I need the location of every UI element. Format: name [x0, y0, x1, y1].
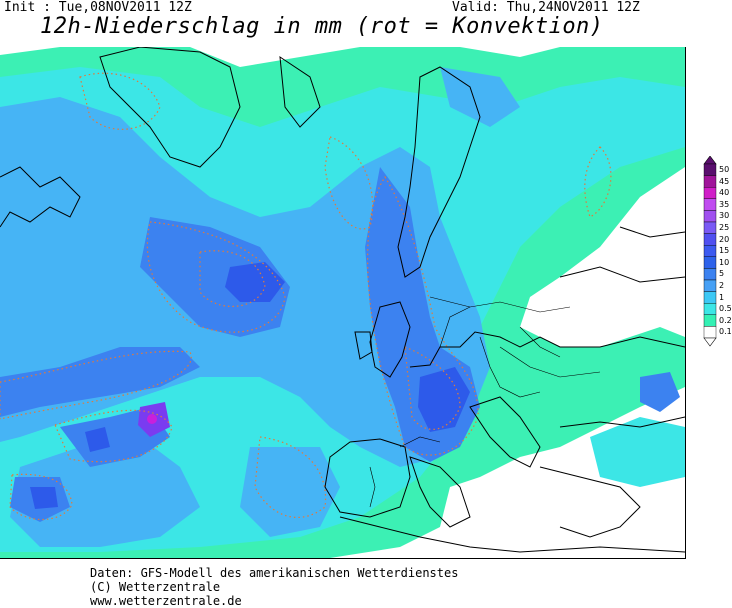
precip-field-purple [147, 414, 157, 424]
legend-level-label: 0.1 [719, 327, 732, 337]
legend-swatch [703, 314, 717, 327]
legend-level-label: 35 [719, 199, 730, 209]
legend-swatch [703, 198, 717, 211]
legend-level-label: 30 [719, 211, 730, 221]
footer-website: www.wetterzentrale.de [90, 594, 242, 608]
legend-level-label: 0.5 [719, 304, 732, 314]
legend-level-label: 20 [719, 234, 730, 244]
precipitation-map [0, 47, 686, 559]
precip-field-deep [30, 262, 470, 509]
legend-level-label: 1 [719, 292, 725, 302]
legend-swatch [703, 279, 717, 292]
legend-level-label: 10 [719, 257, 730, 267]
legend-level-label: 2 [719, 281, 725, 290]
legend-top-tip [703, 156, 717, 165]
legend-level-label: 40 [719, 188, 730, 198]
footer-copyright: (C) Wetterzentrale [90, 580, 221, 594]
legend-bottom-tip [703, 337, 717, 347]
legend-swatch [703, 163, 717, 176]
init-time-label: Init : Tue,08NOV2011 12Z [4, 0, 192, 15]
legend-level-label: 45 [719, 176, 730, 186]
legend-swatch [703, 302, 717, 315]
legend-swatch [703, 291, 717, 304]
legend-swatch [703, 221, 717, 234]
chart-title: 12h-Niederschlag in mm (rot = Konvektion… [40, 14, 604, 39]
legend-swatch [703, 187, 717, 200]
legend-level-label: 0.2 [719, 315, 732, 325]
legend-swatch [703, 268, 717, 281]
borders [369, 296, 601, 508]
legend-level-label: 5 [719, 269, 725, 279]
legend-swatch [703, 175, 717, 188]
legend-swatch [703, 326, 717, 339]
coastlines [0, 47, 685, 553]
legend-swatch [703, 256, 717, 269]
legend-swatch [703, 244, 717, 257]
legend-level-label: 15 [719, 246, 730, 256]
valid-time-label: Valid: Thu,24NOV2011 12Z [452, 0, 640, 15]
footer-data-source: Daten: GFS-Modell des amerikanischen Wet… [90, 566, 459, 580]
legend-swatch [703, 233, 717, 246]
legend-level-label: 25 [719, 223, 730, 232]
precipitation-legend [703, 156, 717, 347]
convection-contours [0, 72, 612, 520]
legend-level-label: 50 [719, 165, 730, 174]
legend-swatch [703, 210, 717, 223]
